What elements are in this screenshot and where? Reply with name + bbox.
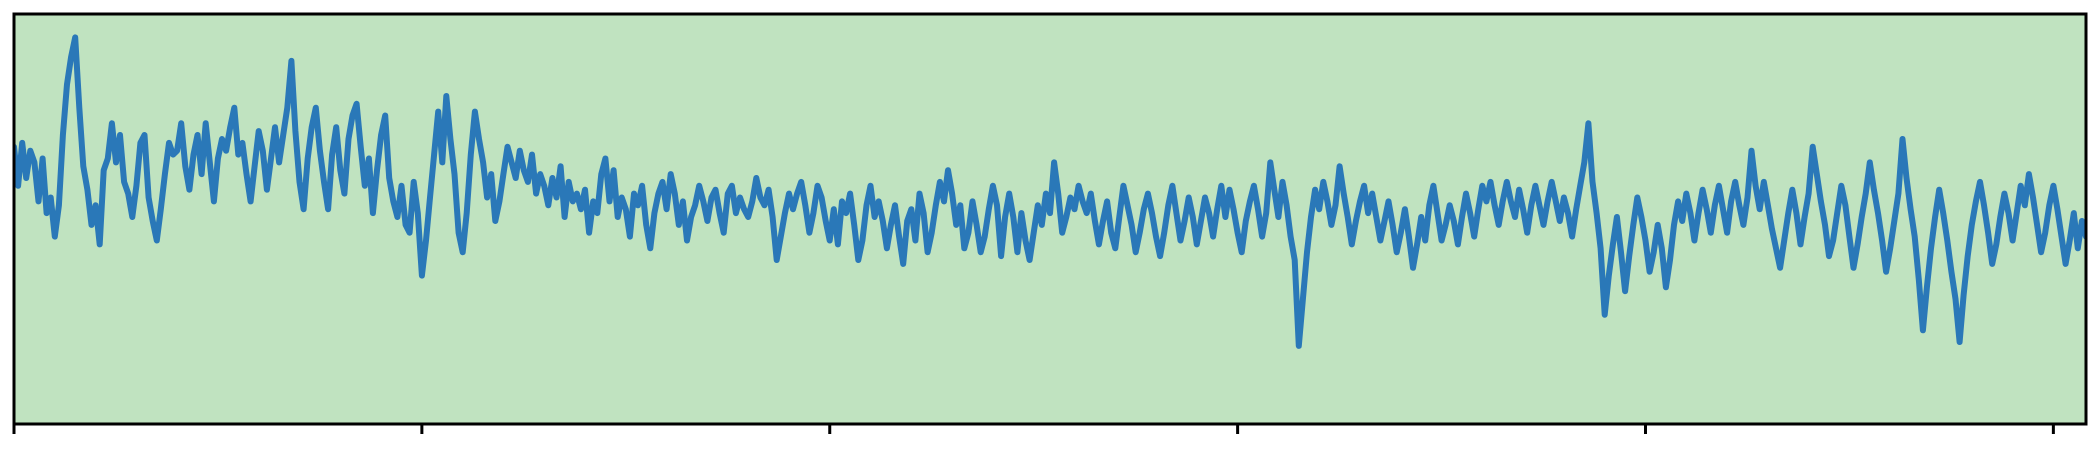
x-axis-ticks xyxy=(12,424,2055,434)
plot-frame xyxy=(12,12,2088,426)
series-line xyxy=(14,34,2086,349)
plot-area xyxy=(14,14,2086,424)
